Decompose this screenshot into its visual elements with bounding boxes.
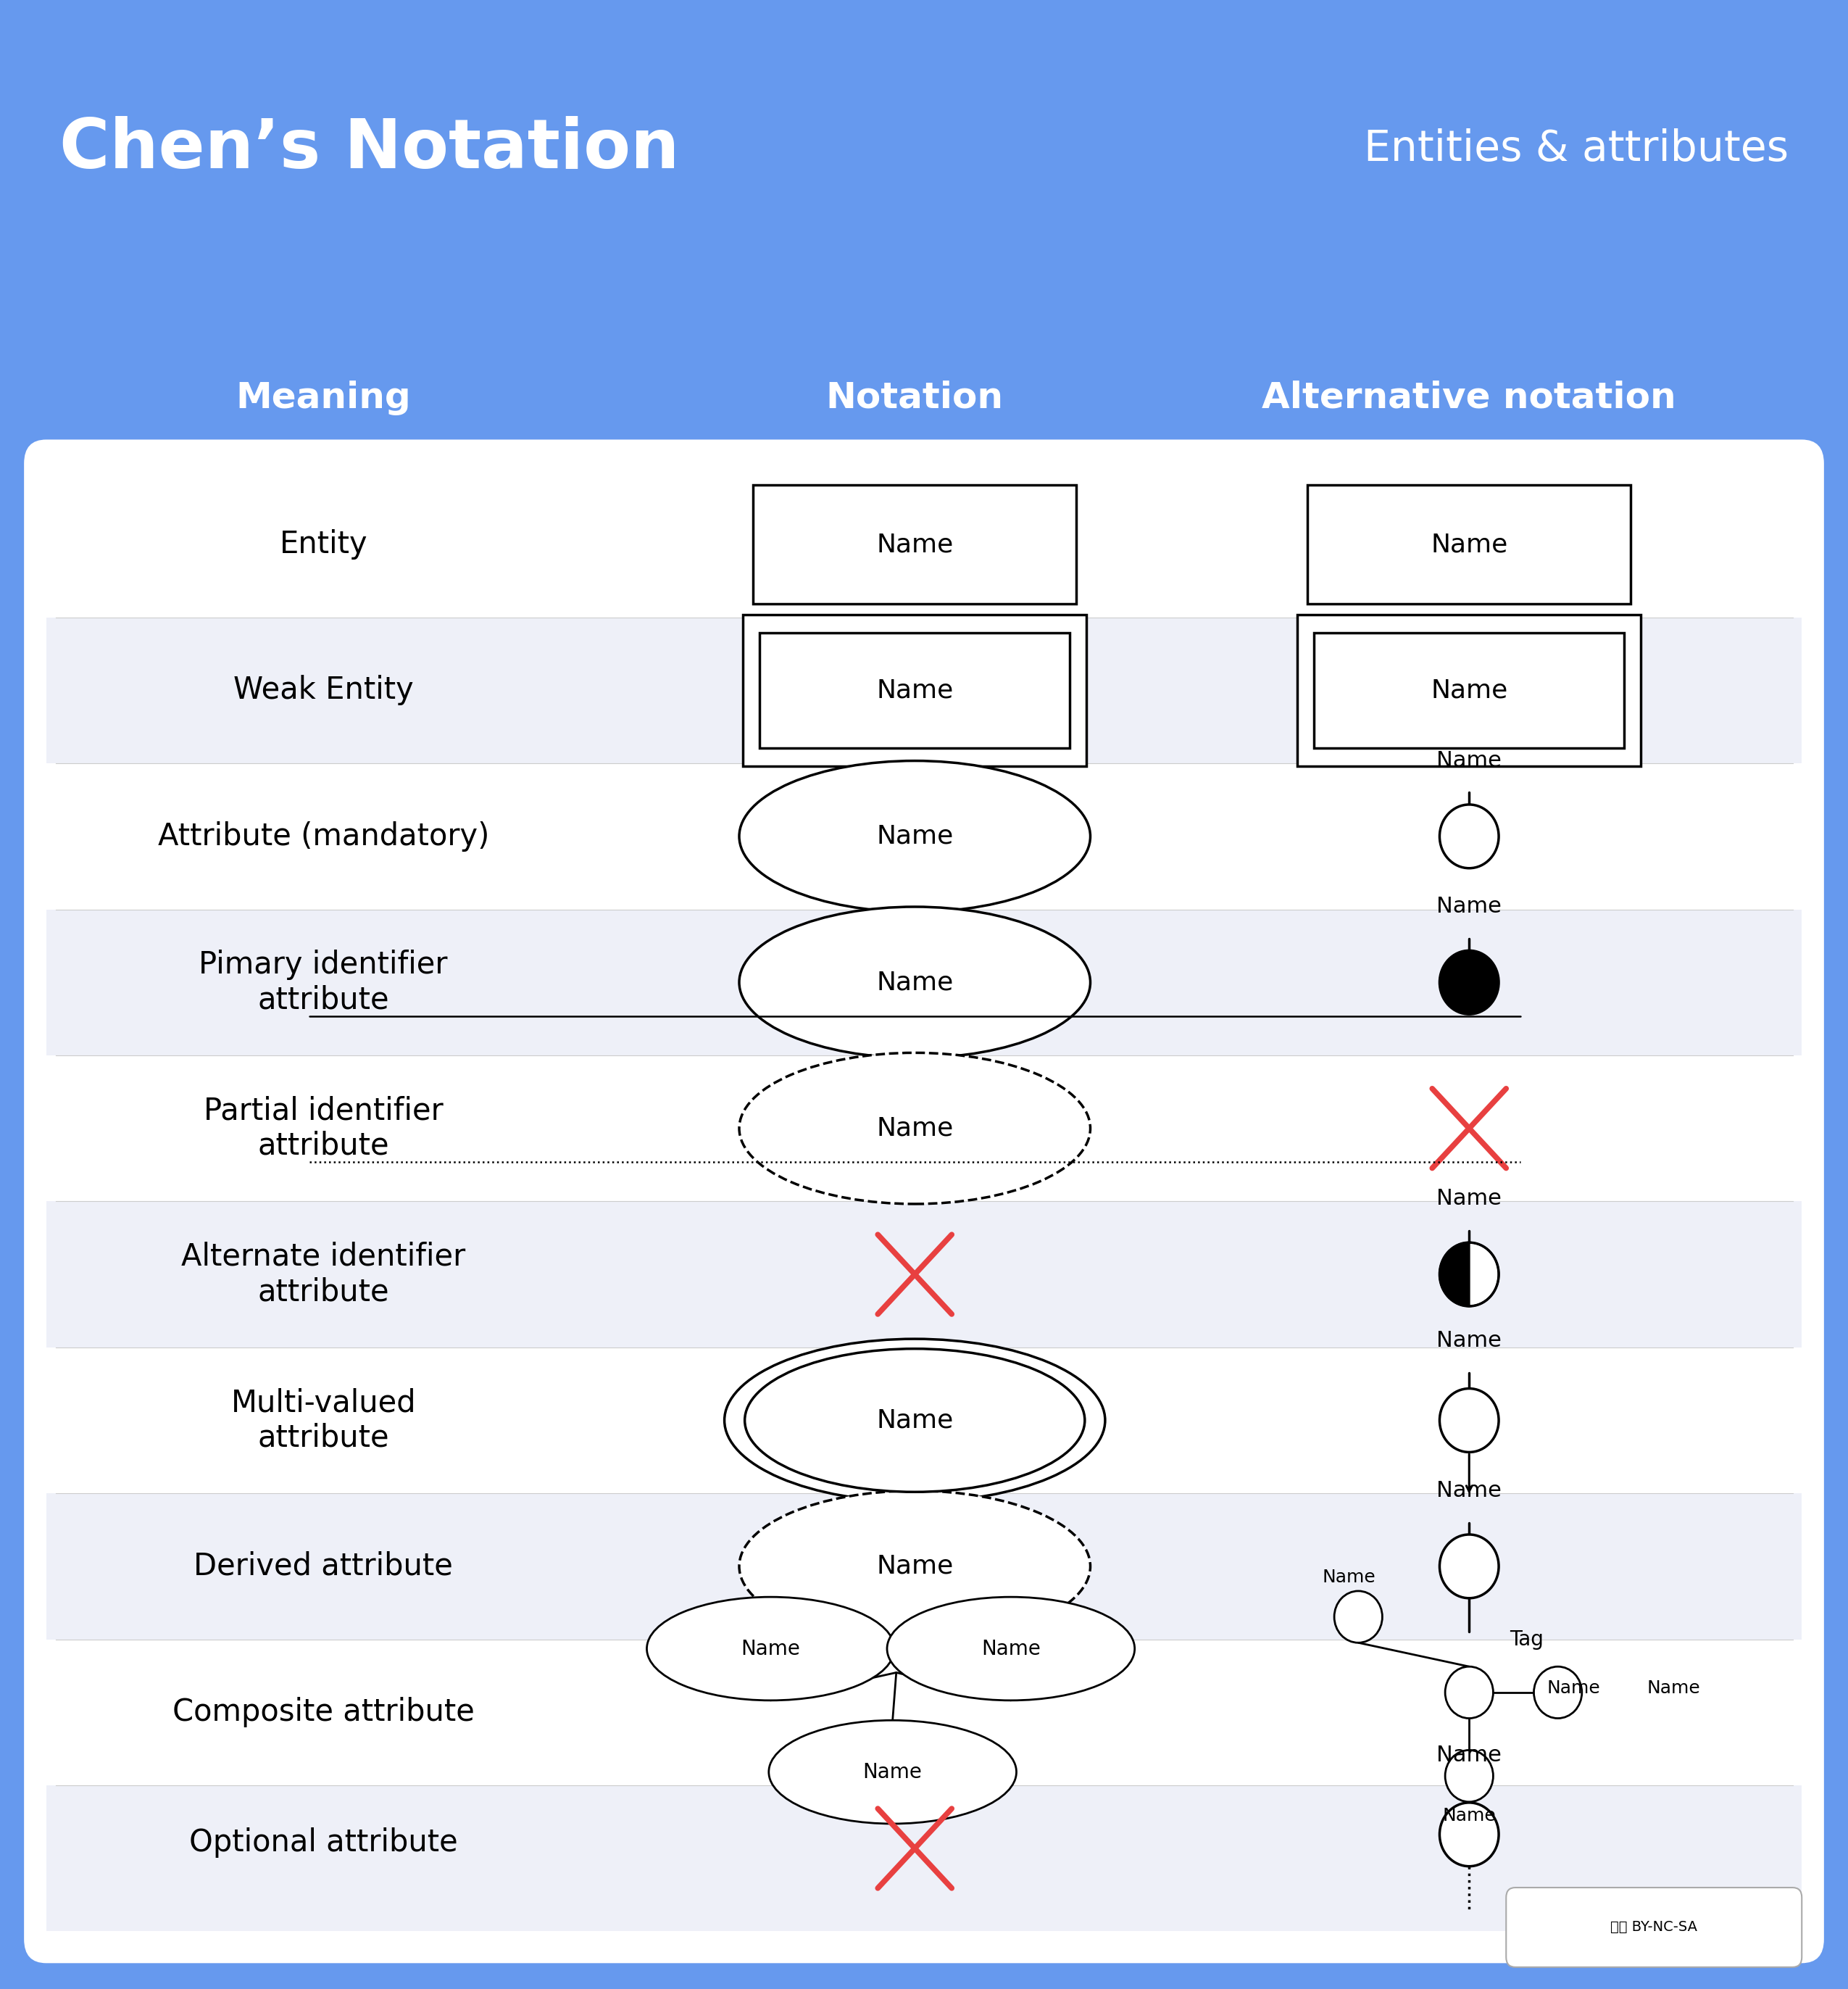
Ellipse shape xyxy=(739,1490,1090,1641)
Bar xyxy=(0,0,1848,338)
Text: Composite attribute: Composite attribute xyxy=(172,1697,475,1728)
Text: Name: Name xyxy=(876,971,954,994)
Text: Name: Name xyxy=(1323,1569,1375,1585)
Bar xyxy=(46,1786,1802,1931)
Circle shape xyxy=(1445,1750,1493,1802)
Ellipse shape xyxy=(739,760,1090,911)
Text: Name: Name xyxy=(1443,1808,1495,1824)
Text: Optional attribute: Optional attribute xyxy=(188,1828,458,1858)
Text: Chen’s Notation: Chen’s Notation xyxy=(59,115,678,183)
Text: ⒸⓂ BY-NC-SA: ⒸⓂ BY-NC-SA xyxy=(1610,1921,1698,1933)
Circle shape xyxy=(1334,1591,1382,1643)
Ellipse shape xyxy=(647,1597,894,1701)
Ellipse shape xyxy=(887,1597,1135,1701)
Circle shape xyxy=(1445,1667,1493,1718)
Text: Name: Name xyxy=(863,1762,922,1782)
Circle shape xyxy=(1440,1388,1499,1452)
Wedge shape xyxy=(1440,1243,1469,1307)
Bar xyxy=(1297,615,1641,766)
Text: Derived attribute: Derived attribute xyxy=(194,1551,453,1581)
Bar xyxy=(46,1056,1802,1201)
Bar xyxy=(46,1201,1802,1347)
Ellipse shape xyxy=(739,1052,1090,1203)
Wedge shape xyxy=(1469,1243,1499,1307)
Text: Name: Name xyxy=(876,533,954,557)
Text: Multi-valued
attribute: Multi-valued attribute xyxy=(231,1388,416,1454)
Text: Name: Name xyxy=(1430,533,1508,557)
Bar xyxy=(754,485,1076,605)
Text: Alternative notation: Alternative notation xyxy=(1262,380,1676,416)
Ellipse shape xyxy=(769,1720,1016,1824)
Text: Entities & attributes: Entities & attributes xyxy=(1364,129,1789,169)
Text: Name: Name xyxy=(876,1408,954,1432)
Bar xyxy=(760,633,1070,748)
Ellipse shape xyxy=(739,907,1090,1058)
Bar xyxy=(46,471,1802,617)
Text: Name: Name xyxy=(1647,1681,1700,1697)
Text: Notation: Notation xyxy=(826,380,1003,416)
Bar xyxy=(1308,485,1630,605)
Text: Alternate identifier
attribute: Alternate identifier attribute xyxy=(181,1241,466,1307)
Text: Name: Name xyxy=(981,1639,1040,1659)
Bar xyxy=(0,338,1848,457)
Circle shape xyxy=(1440,1534,1499,1597)
Text: Pimary identifier
attribute: Pimary identifier attribute xyxy=(200,949,447,1014)
Text: Name: Name xyxy=(1436,1331,1502,1351)
Circle shape xyxy=(1440,1802,1499,1866)
Circle shape xyxy=(1534,1667,1582,1718)
Text: Attribute (mandatory): Attribute (mandatory) xyxy=(157,821,490,851)
Text: Name: Name xyxy=(876,678,954,702)
Text: Name: Name xyxy=(1436,1480,1502,1502)
Text: Name: Name xyxy=(1547,1681,1600,1697)
Text: Name: Name xyxy=(876,1116,954,1140)
Text: Name: Name xyxy=(1430,678,1508,702)
Circle shape xyxy=(1440,951,1499,1014)
Text: Name: Name xyxy=(1436,1744,1502,1766)
Ellipse shape xyxy=(745,1349,1085,1492)
Bar xyxy=(46,909,1802,1056)
Bar xyxy=(743,615,1087,766)
Bar xyxy=(46,1494,1802,1639)
Text: Name: Name xyxy=(741,1639,800,1659)
Text: Name: Name xyxy=(1436,1187,1502,1209)
Text: Meaning: Meaning xyxy=(237,380,410,416)
Bar xyxy=(46,764,1802,909)
Text: Name: Name xyxy=(876,823,954,849)
Bar xyxy=(46,1639,1802,1786)
FancyBboxPatch shape xyxy=(24,440,1824,1963)
Text: Tag: Tag xyxy=(1510,1629,1543,1651)
Bar xyxy=(46,1347,1802,1494)
FancyBboxPatch shape xyxy=(1506,1888,1802,1967)
Text: Name: Name xyxy=(876,1553,954,1579)
Text: Partial identifier
attribute: Partial identifier attribute xyxy=(203,1096,444,1162)
Bar xyxy=(1314,633,1624,748)
Text: Name: Name xyxy=(1436,897,1502,917)
Circle shape xyxy=(1440,804,1499,867)
Bar xyxy=(46,617,1802,764)
Ellipse shape xyxy=(724,1339,1105,1502)
Text: Name: Name xyxy=(1436,750,1502,772)
Text: Entity: Entity xyxy=(279,529,368,559)
Text: Weak Entity: Weak Entity xyxy=(233,674,414,706)
